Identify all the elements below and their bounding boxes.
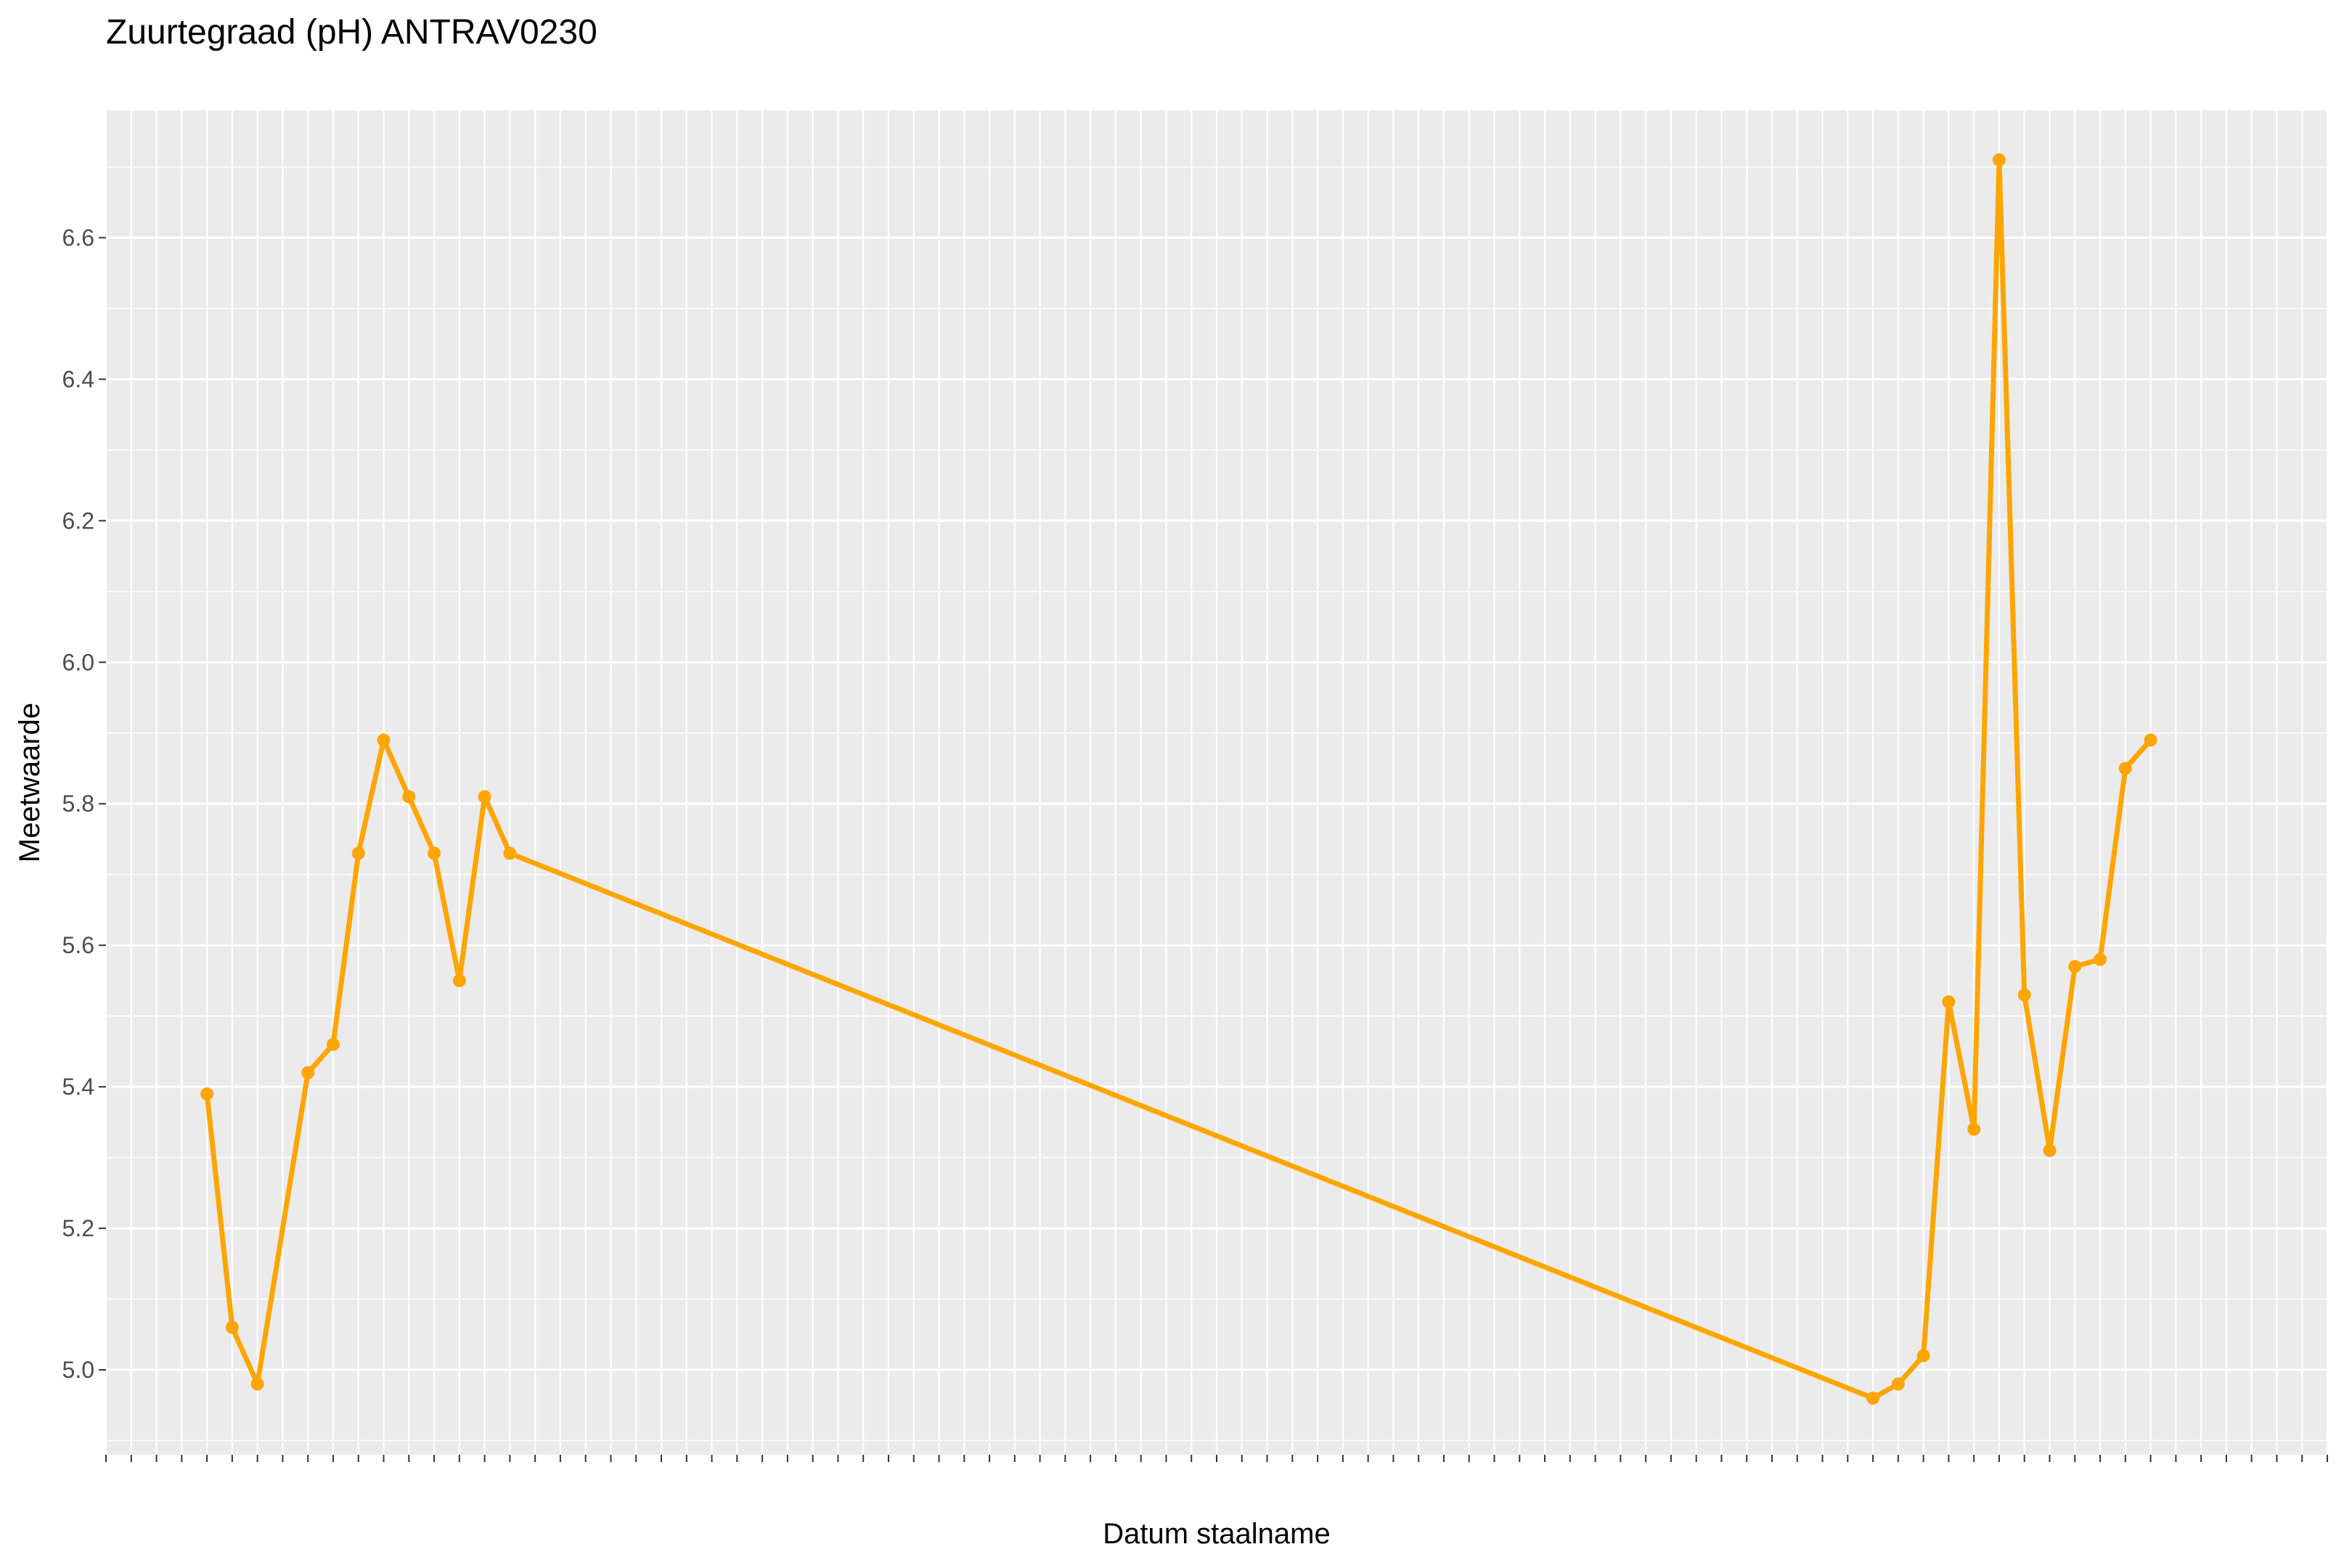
data-point	[478, 790, 491, 804]
y-axis: 5.0 5.2 5.4 5.6 5.8 6.0 6.2 6.4 6.6	[62, 224, 106, 1383]
data-point	[301, 1066, 315, 1079]
data-point	[2017, 988, 2031, 1002]
y-tick-label: 5.0	[62, 1357, 94, 1383]
y-tick-label: 5.6	[62, 932, 94, 958]
y-tick-label: 6.6	[62, 224, 94, 250]
data-point	[1916, 1349, 1930, 1363]
chart-title: Zuurtegraad (pH) ANTRAV0230	[106, 13, 597, 52]
data-point	[200, 1087, 214, 1101]
y-tick-label: 6.4	[62, 366, 94, 392]
y-tick-label: 5.2	[62, 1215, 94, 1241]
data-point	[402, 790, 416, 804]
y-axis-title: Meetwaarde	[14, 703, 46, 862]
data-point	[351, 846, 365, 860]
data-point	[2118, 761, 2132, 775]
data-point	[2068, 960, 2082, 973]
major-gridlines-y	[106, 236, 2327, 1371]
x-axis-title: Datum staalname	[1103, 1518, 1330, 1550]
data-point	[503, 846, 517, 860]
y-tick-label: 6.0	[62, 649, 94, 675]
data-point	[1967, 1122, 1981, 1136]
data-point	[2144, 733, 2157, 747]
y-tick-label: 5.8	[62, 791, 94, 817]
data-point	[326, 1037, 340, 1051]
x-axis	[105, 1455, 2328, 1462]
y-tick-label: 6.2	[62, 507, 94, 534]
data-point	[2043, 1143, 2057, 1157]
data-point	[452, 973, 466, 987]
gridlines-x	[105, 110, 2329, 1455]
data-point	[1866, 1392, 1880, 1405]
data-point	[377, 733, 391, 747]
data-point	[1891, 1377, 1905, 1391]
data-point	[1992, 153, 2006, 167]
data-point	[2094, 952, 2107, 966]
y-tick-label: 5.4	[62, 1074, 94, 1100]
data-point	[428, 846, 441, 860]
series-points	[200, 153, 2157, 1405]
data-point	[250, 1377, 264, 1391]
data-point	[225, 1320, 239, 1334]
data-point	[1942, 995, 1956, 1009]
